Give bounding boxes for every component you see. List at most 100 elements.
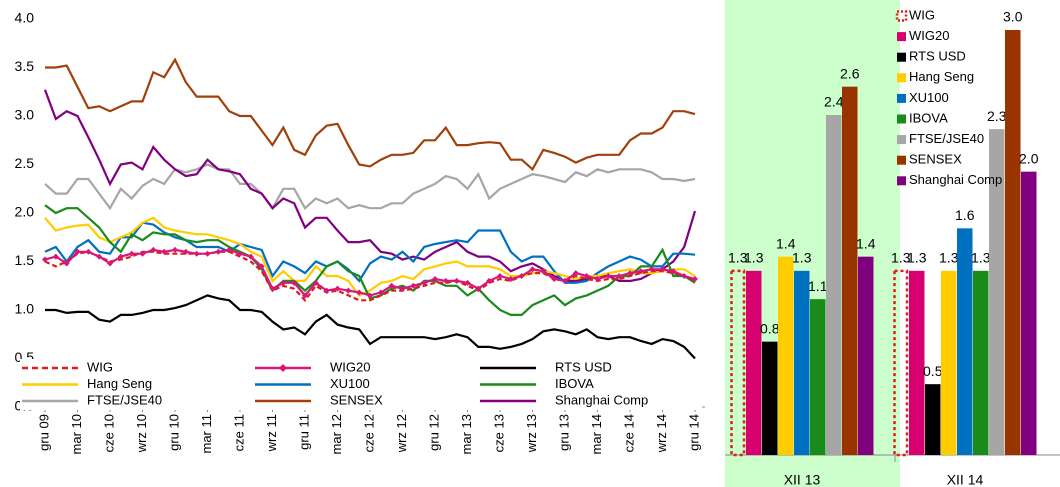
x-tick-label: mar 14 xyxy=(589,414,604,454)
x-tick-label: mar 12 xyxy=(329,414,344,454)
x-tick-label: wrz 14 xyxy=(654,414,669,453)
legend-label: RTS USD xyxy=(909,49,966,64)
legend-label: WIG xyxy=(909,7,935,22)
series-marker xyxy=(42,256,48,263)
series-marker xyxy=(659,266,666,273)
series-marker xyxy=(258,263,265,270)
bar xyxy=(746,270,762,455)
series-line xyxy=(45,294,696,360)
series-marker xyxy=(52,253,59,260)
series-marker xyxy=(302,292,308,299)
series-line xyxy=(44,221,696,284)
series-marker xyxy=(388,282,395,289)
value-label: 1.3 xyxy=(939,250,959,266)
value-label: 1.6 xyxy=(955,207,975,223)
legend-box xyxy=(20,359,702,410)
bar xyxy=(957,228,973,455)
legend-swatch xyxy=(897,93,906,103)
legend-label: FTSE/JSE40 xyxy=(87,392,162,407)
series-marker xyxy=(410,282,417,289)
legend-swatch xyxy=(897,176,906,186)
series-marker xyxy=(204,250,211,257)
legend-marker xyxy=(279,364,287,372)
legend-label: IBOVA xyxy=(909,110,948,125)
series-marker xyxy=(562,277,568,284)
value-label: 1.3 xyxy=(744,250,764,266)
bar xyxy=(730,269,746,457)
value-label: 0.5 xyxy=(923,363,943,379)
x-tick-label: mar 13 xyxy=(459,414,474,454)
legend-label: SENSEX xyxy=(909,152,962,167)
bar xyxy=(909,270,925,455)
series-marker xyxy=(616,273,623,280)
series-marker xyxy=(334,285,341,292)
x-tick-label: gru 12 xyxy=(426,414,441,451)
value-label: 1.3 xyxy=(728,250,748,266)
series-marker xyxy=(486,277,493,284)
series-marker xyxy=(107,260,113,267)
x-tick-label: gru 09 xyxy=(36,414,51,451)
series-marker xyxy=(128,250,135,257)
series-marker xyxy=(442,277,449,284)
series-marker xyxy=(269,285,276,292)
bar xyxy=(842,86,858,456)
x-tick-label: cze 14 xyxy=(621,414,636,452)
value-label: 1.3 xyxy=(891,250,911,266)
x-tick-label: XII 13 xyxy=(784,472,821,487)
legend-label: XU100 xyxy=(330,376,370,391)
series-marker xyxy=(572,270,579,277)
x-tick-label: cze 11 xyxy=(231,414,246,451)
legend-swatch xyxy=(897,135,906,145)
series-marker xyxy=(150,246,157,253)
bar xyxy=(810,299,826,455)
x-tick-label: gru 10 xyxy=(166,414,181,451)
legend-label: RTS USD xyxy=(555,359,612,374)
value-label: 1.3 xyxy=(907,250,927,266)
series-marker xyxy=(453,277,460,284)
x-tick-label: gru 14 xyxy=(686,414,701,451)
bar xyxy=(989,129,1005,455)
series-marker xyxy=(226,246,233,253)
bar xyxy=(941,270,957,455)
series-marker xyxy=(464,279,471,286)
bar xyxy=(1005,30,1021,455)
value-label: 1.3 xyxy=(792,250,812,266)
series-marker xyxy=(518,273,525,280)
legend-swatch xyxy=(895,10,908,22)
bar xyxy=(858,256,874,455)
legend-label: Shanghai Comp xyxy=(555,392,648,407)
bar xyxy=(973,270,989,455)
series-marker xyxy=(323,287,330,294)
x-tick-label: gru 11 xyxy=(296,414,311,450)
bar xyxy=(762,341,778,455)
bar xyxy=(794,270,810,455)
y-tick-label: 4.0 xyxy=(15,10,35,26)
series-marker xyxy=(291,279,298,286)
series-marker xyxy=(356,289,363,296)
value-label: 1.4 xyxy=(856,235,876,251)
series-marker xyxy=(399,285,406,292)
y-tick-label: 3.0 xyxy=(15,107,35,123)
series-marker xyxy=(247,253,254,260)
value-label: 1.1 xyxy=(808,278,828,294)
y-tick-label: 1.0 xyxy=(15,301,35,317)
legend-label: SENSEX xyxy=(330,392,383,407)
value-label: 0.8 xyxy=(760,320,780,336)
series-marker xyxy=(161,248,168,255)
series-marker xyxy=(670,268,677,275)
series-marker xyxy=(475,285,482,292)
legend-label: XU100 xyxy=(909,90,949,105)
value-label: 2.3 xyxy=(987,108,1007,124)
y-tick-label: 3.5 xyxy=(15,58,35,74)
series-marker xyxy=(648,266,655,273)
legend-label: FTSE/JSE40 xyxy=(909,131,984,146)
series-marker xyxy=(172,246,178,253)
legend-label: Hang Seng xyxy=(909,69,974,84)
series-marker xyxy=(139,250,146,257)
value-label: 2.4 xyxy=(824,94,844,110)
series-marker xyxy=(377,289,384,296)
series-marker xyxy=(117,253,124,260)
series-marker xyxy=(96,253,103,260)
series-marker xyxy=(507,275,514,282)
